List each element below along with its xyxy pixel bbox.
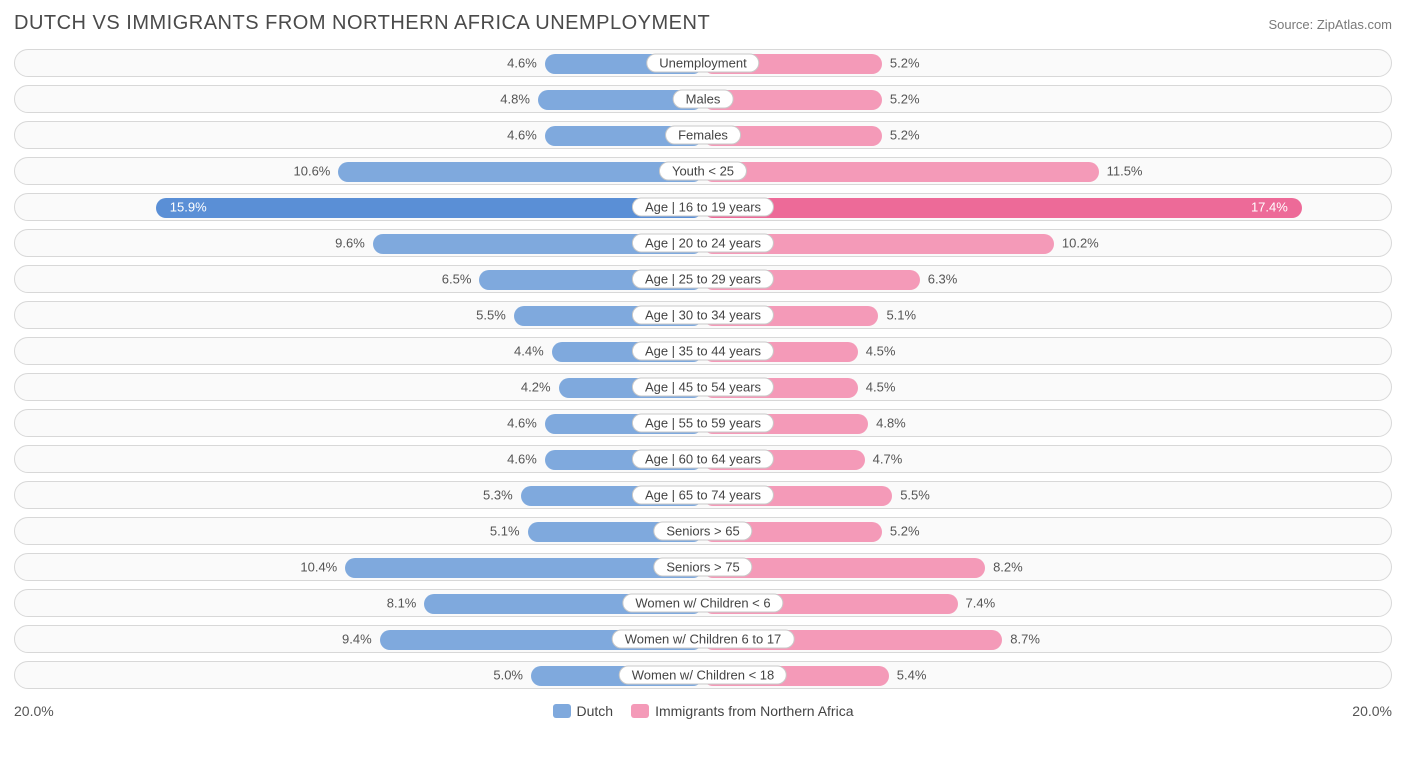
bar-left [345,558,703,578]
chart-row: 10.6% 11.5% Youth < 25 [14,157,1392,185]
value-left: 4.6% [507,56,537,71]
chart-row: 9.4% 8.7% Women w/ Children 6 to 17 [14,625,1392,653]
chart-footer: 20.0% Dutch Immigrants from Northern Afr… [14,697,1392,719]
chart-row: 4.2% 4.5% Age | 45 to 54 years [14,373,1392,401]
chart-row: 4.6% 5.2% Females [14,121,1392,149]
axis-right-max: 20.0% [1352,703,1392,719]
category-label: Age | 55 to 59 years [632,414,774,433]
value-right: 4.5% [866,344,896,359]
axis-left-max: 20.0% [14,703,54,719]
value-right: 5.1% [886,308,916,323]
bar-right [703,162,1099,182]
category-label: Women w/ Children < 18 [619,666,787,685]
chart-title: DUTCH VS IMMIGRANTS FROM NORTHERN AFRICA… [14,12,710,35]
bar-right [703,198,1302,218]
value-left: 15.9% [170,200,207,215]
chart-row: 4.6% 4.8% Age | 55 to 59 years [14,409,1392,437]
value-left: 5.3% [483,488,513,503]
value-right: 10.2% [1062,236,1099,251]
chart-row: 5.3% 5.5% Age | 65 to 74 years [14,481,1392,509]
legend-label-left: Dutch [577,703,614,719]
chart-header: DUTCH VS IMMIGRANTS FROM NORTHERN AFRICA… [14,12,1392,35]
value-left: 4.2% [521,380,551,395]
category-label: Seniors > 75 [653,558,752,577]
category-label: Age | 45 to 54 years [632,378,774,397]
value-left: 5.5% [476,308,506,323]
category-label: Age | 65 to 74 years [632,486,774,505]
chart-row: 5.5% 5.1% Age | 30 to 34 years [14,301,1392,329]
category-label: Women w/ Children < 6 [622,594,783,613]
value-right: 4.5% [866,380,896,395]
category-label: Age | 35 to 44 years [632,342,774,361]
value-right: 7.4% [966,596,996,611]
chart-row: 4.6% 5.2% Unemployment [14,49,1392,77]
value-left: 4.8% [500,92,530,107]
category-label: Seniors > 65 [653,522,752,541]
value-left: 9.6% [335,236,365,251]
diverging-bar-chart: 4.6% 5.2% Unemployment 4.8% 5.2% Males 4.6% 5.2… [14,49,1392,689]
value-left: 4.6% [507,416,537,431]
legend: Dutch Immigrants from Northern Africa [54,703,1353,719]
value-right: 5.4% [897,668,927,683]
chart-row: 15.9% 17.4% Age | 16 to 19 years [14,193,1392,221]
value-right: 5.2% [890,56,920,71]
value-right: 5.2% [890,92,920,107]
chart-source: Source: ZipAtlas.com [1268,17,1392,32]
value-left: 4.4% [514,344,544,359]
value-right: 6.3% [928,272,958,287]
value-right: 5.2% [890,128,920,143]
value-right: 11.5% [1107,164,1143,179]
category-label: Unemployment [646,54,759,73]
category-label: Age | 16 to 19 years [632,198,774,217]
category-label: Age | 30 to 34 years [632,306,774,325]
value-right: 5.2% [890,524,920,539]
value-left: 5.0% [493,668,523,683]
value-left: 5.1% [490,524,520,539]
legend-swatch-right [631,704,649,718]
value-left: 8.1% [387,596,417,611]
value-right: 8.2% [993,560,1023,575]
bar-left [156,198,703,218]
value-left: 4.6% [507,452,537,467]
chart-row: 8.1% 7.4% Women w/ Children < 6 [14,589,1392,617]
chart-row: 4.6% 4.7% Age | 60 to 64 years [14,445,1392,473]
category-label: Age | 25 to 29 years [632,270,774,289]
legend-swatch-left [553,704,571,718]
value-left: 4.6% [507,128,537,143]
value-right: 5.5% [900,488,930,503]
chart-row: 4.8% 5.2% Males [14,85,1392,113]
value-left: 6.5% [442,272,472,287]
category-label: Females [665,126,741,145]
value-left: 10.4% [300,560,337,575]
category-label: Women w/ Children 6 to 17 [612,630,795,649]
value-left: 10.6% [294,164,331,179]
category-label: Youth < 25 [659,162,747,181]
value-right: 8.7% [1010,632,1040,647]
legend-item-right: Immigrants from Northern Africa [631,703,853,719]
legend-item-left: Dutch [553,703,614,719]
value-right: 17.4% [1251,200,1288,215]
category-label: Age | 60 to 64 years [632,450,774,469]
value-right: 4.7% [873,452,903,467]
bar-left [338,162,703,182]
category-label: Males [673,90,734,109]
chart-row: 9.6% 10.2% Age | 20 to 24 years [14,229,1392,257]
chart-row: 5.1% 5.2% Seniors > 65 [14,517,1392,545]
value-left: 9.4% [342,632,372,647]
chart-row: 6.5% 6.3% Age | 25 to 29 years [14,265,1392,293]
chart-row: 4.4% 4.5% Age | 35 to 44 years [14,337,1392,365]
value-right: 4.8% [876,416,906,431]
chart-row: 5.0% 5.4% Women w/ Children < 18 [14,661,1392,689]
legend-label-right: Immigrants from Northern Africa [655,703,853,719]
category-label: Age | 20 to 24 years [632,234,774,253]
chart-row: 10.4% 8.2% Seniors > 75 [14,553,1392,581]
